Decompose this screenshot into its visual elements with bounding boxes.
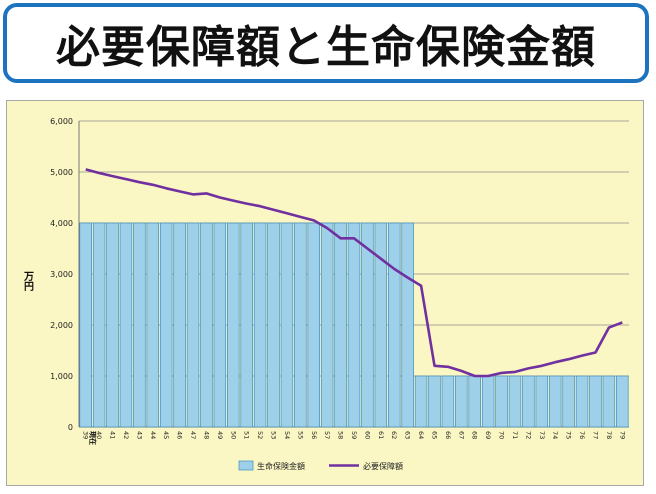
x-tick-label: 63 <box>404 431 412 439</box>
combo-chart: 0 1,000 2,000 3,000 4,000 5,000 6,000 万円 39 40 41 4… <box>22 117 629 471</box>
bar <box>106 222 119 428</box>
bar <box>334 222 347 428</box>
chart-title: 必要保障額と生命保険金額 <box>56 22 596 73</box>
bar <box>508 375 522 428</box>
bar <box>374 222 388 428</box>
bar <box>294 222 307 428</box>
x-tick-label: 42 <box>122 431 130 439</box>
x-tick-label: 76 <box>578 431 586 439</box>
series-line <box>85 168 623 378</box>
legend-label: 必要保障額 <box>363 461 403 471</box>
x-tick-label: 55 <box>296 431 304 439</box>
x-tick-label: 40 <box>95 431 103 439</box>
x-tick-label: 69 <box>484 431 492 439</box>
x-tick-label: 50 <box>229 431 237 439</box>
x-tick-label: 43 <box>135 431 143 439</box>
x-tick-label: 74 <box>551 431 559 439</box>
bar <box>92 222 106 428</box>
bar <box>455 375 468 428</box>
bar <box>320 222 334 428</box>
x-tick-label: 41 <box>109 431 117 439</box>
legend-swatch-bar <box>238 460 254 471</box>
x-tick-label: 54 <box>283 431 291 439</box>
x-tick-label: 44 <box>149 431 157 439</box>
bar <box>240 222 253 428</box>
y-tick-label: 3,000 <box>50 270 73 279</box>
x-tick-label: 52 <box>256 431 264 439</box>
x-tick-label: 56 <box>310 431 318 439</box>
y-axis-label: 万円 <box>22 271 35 292</box>
y-tick-label: 5,000 <box>50 168 73 177</box>
x-tick-label: 61 <box>377 431 385 439</box>
bar <box>159 222 173 428</box>
x-tick-label: 45 <box>162 431 170 439</box>
x-tick-label: 60 <box>363 431 371 439</box>
x-tick-label: 68 <box>471 431 479 439</box>
bar <box>227 222 240 428</box>
x-tick-label: 67 <box>457 431 465 439</box>
x-tick-label: 65 <box>430 431 438 439</box>
x-tick-label: 51 <box>243 431 251 439</box>
x-tick-label: 70 <box>498 431 506 439</box>
x-tick-label: 62 <box>390 431 398 439</box>
x-tick-label: 66 <box>444 431 452 439</box>
bar <box>307 222 321 428</box>
bar <box>200 222 213 428</box>
x-tick-label: 71 <box>511 431 519 439</box>
x-tick-label: 75 <box>565 431 573 439</box>
x-tick-label: 59 <box>350 431 358 439</box>
bar <box>280 222 294 428</box>
x-tick-label: 79 <box>618 431 626 439</box>
bar <box>133 222 146 428</box>
y-tick-label: 4,000 <box>50 219 73 228</box>
bar <box>361 222 374 428</box>
bar <box>146 222 160 428</box>
x-tick-label: 72 <box>524 431 532 439</box>
bar <box>535 375 549 428</box>
bar <box>79 222 92 428</box>
bar <box>468 375 481 428</box>
bar <box>616 375 629 428</box>
x-tick-label: 39 <box>82 431 90 439</box>
bar <box>548 375 562 428</box>
legend-label: 生命保険金額 <box>257 461 305 471</box>
bar <box>347 222 361 428</box>
bar <box>589 375 602 428</box>
y-tick-label: 1,000 <box>50 372 73 381</box>
x-tick-label: 64 <box>417 431 425 439</box>
x-tick-label: 78 <box>605 431 613 439</box>
x-tick-label: 46 <box>176 431 184 439</box>
x-tick-label: 58 <box>337 431 345 439</box>
x-tick-label: 57 <box>323 431 331 439</box>
bar <box>119 222 133 428</box>
bar <box>173 222 186 428</box>
x-tick-label: 48 <box>202 431 210 439</box>
y-tick-label: 6,000 <box>50 117 73 126</box>
x-tick-label: 49 <box>216 431 224 439</box>
x-tick-label: 77 <box>591 431 599 439</box>
chart-panel: 0 1,000 2,000 3,000 4,000 5,000 6,000 万円 39 40 41 4… <box>6 100 644 486</box>
bar <box>575 375 589 428</box>
bar <box>428 375 441 428</box>
x-tick-label: 73 <box>538 431 546 439</box>
x-tick-label: 47 <box>189 431 197 439</box>
bar <box>387 222 401 428</box>
bar <box>522 375 535 428</box>
x-tick-label: 53 <box>270 431 278 439</box>
x-tick-label-current: 現在 <box>89 431 98 445</box>
bar <box>562 375 575 428</box>
bar <box>186 222 200 428</box>
title-banner: 必要保障額と生命保険金額 <box>3 3 649 83</box>
bar <box>401 222 414 428</box>
bar <box>267 222 280 428</box>
bar <box>441 375 455 428</box>
y-tick-label: 2,000 <box>50 321 73 330</box>
bar <box>495 375 508 428</box>
y-tick-label: 0 <box>68 423 73 432</box>
bar <box>481 375 495 428</box>
bar <box>213 222 227 428</box>
bar <box>602 375 616 428</box>
bar <box>414 375 428 428</box>
bar <box>253 222 267 428</box>
